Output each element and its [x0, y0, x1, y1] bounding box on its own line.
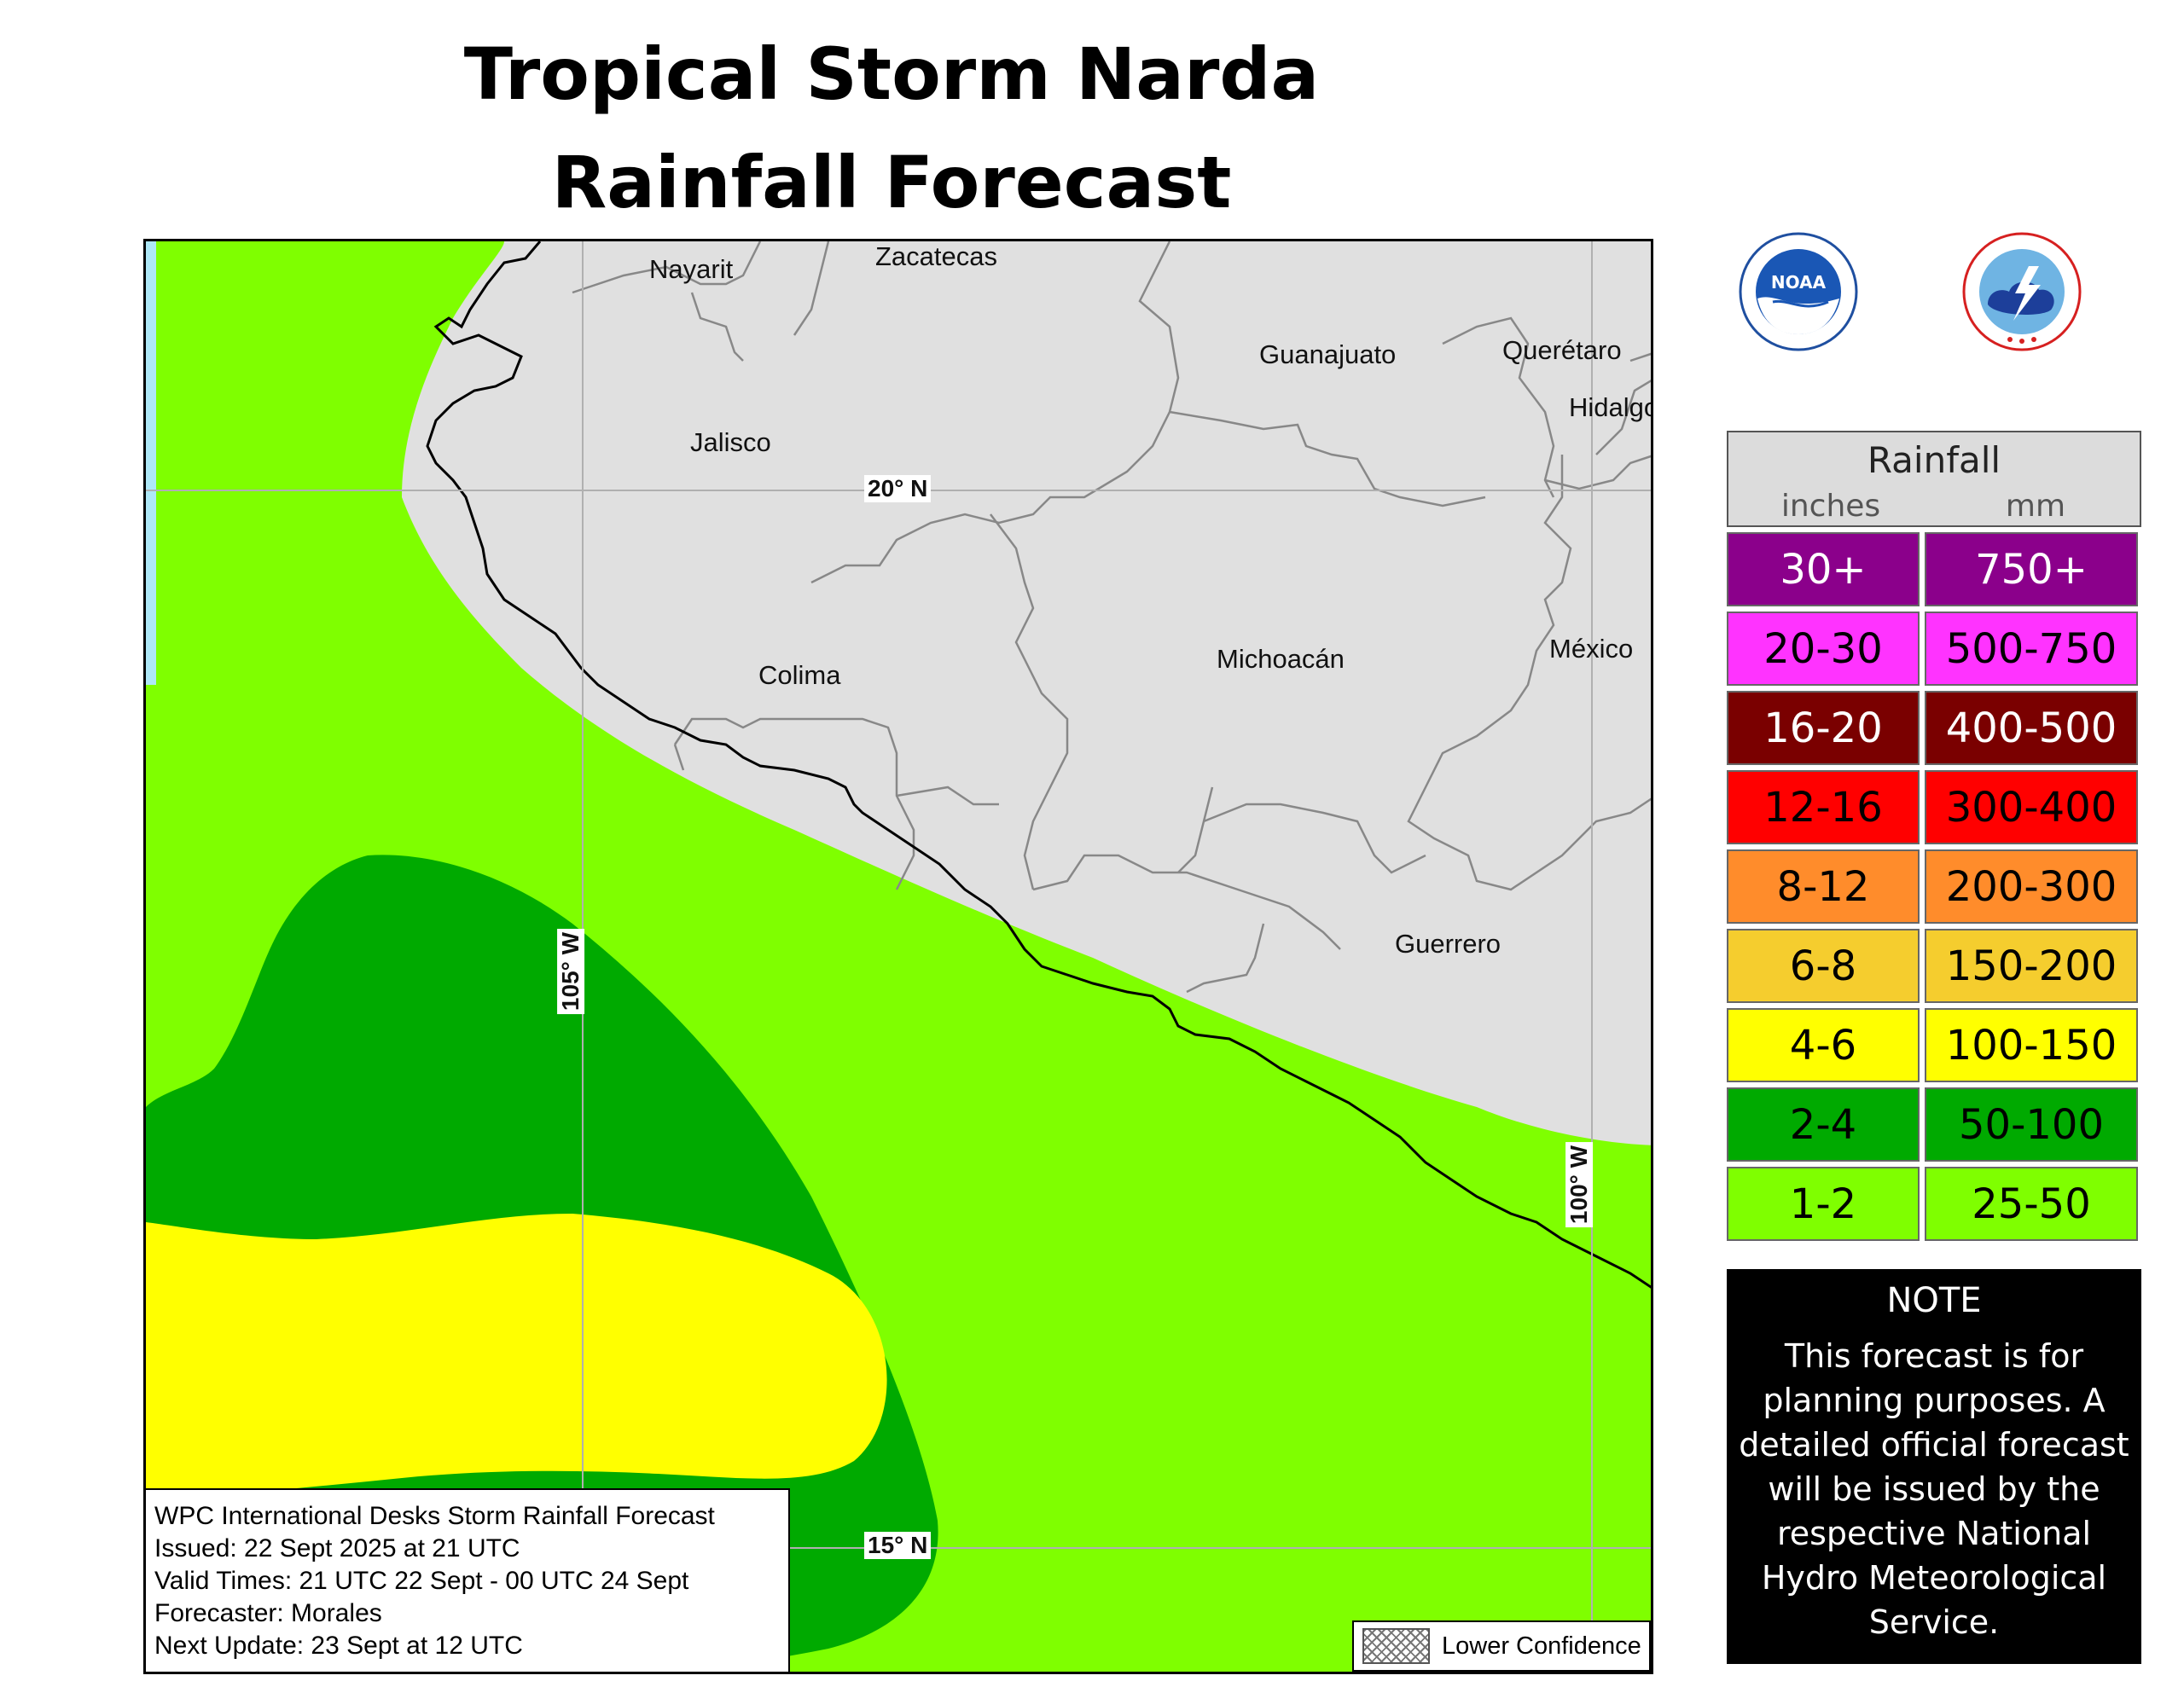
note-title: NOTE — [1886, 1281, 1982, 1320]
note-line: respective National — [1776, 1515, 2092, 1552]
legend-header: Rainfall inches mm — [1727, 431, 2141, 527]
hatch-pattern-icon — [1362, 1628, 1430, 1664]
legend-rows: 30+ 750+ 20-30 500-750 16-20 400-500 12-16 300-… — [1727, 532, 2141, 1241]
legend-row: 30+ 750+ — [1727, 532, 2141, 606]
info-line-next-update: Next Update: 23 Sept at 12 UTC — [154, 1632, 523, 1660]
legend-cell-inches: 12-16 — [1727, 770, 1920, 844]
coastline — [426, 241, 1651, 1289]
legend-cell-mm: 750+ — [1925, 532, 2138, 606]
noaa-logo-icon: NOAA — [1739, 232, 1858, 351]
state-label-queretaro: Querétaro — [1502, 335, 1622, 365]
lower-confidence-legend: Lower Confidence — [1352, 1620, 1651, 1672]
state-label-zacatecas: Zacatecas — [875, 241, 998, 271]
legend-cell-inches: 4-6 — [1727, 1008, 1920, 1082]
land-area — [402, 241, 1651, 1145]
legend-cell-mm: 50-100 — [1925, 1087, 2138, 1162]
legend-cell-inches: 1-2 — [1727, 1167, 1920, 1241]
latitude-label-15n: 15° N — [864, 1532, 932, 1559]
info-line-valid-times: Valid Times: 21 UTC 22 Sept - 00 UTC 24 … — [154, 1567, 689, 1595]
info-line-product: WPC International Desks Storm Rainfall F… — [154, 1502, 715, 1530]
legend-cell-mm: 200-300 — [1925, 849, 2138, 924]
longitude-label-100w: 100° W — [1565, 1141, 1594, 1228]
note-line: will be issued by the — [1768, 1470, 2100, 1508]
legend-cell-mm: 150-200 — [1925, 929, 2138, 1003]
legend-unit-inches: inches — [1780, 489, 1881, 524]
legend-cell-mm: 25-50 — [1925, 1167, 2138, 1241]
state-label-jalisco: Jalisco — [690, 427, 771, 457]
legend-cell-inches: 16-20 — [1727, 691, 1920, 765]
lower-confidence-label: Lower Confidence — [1442, 1632, 1641, 1660]
latitude-label-20n: 20° N — [864, 475, 932, 502]
state-label-guanajuato: Guanajuato — [1259, 339, 1397, 369]
legend-row: 1-2 25-50 — [1727, 1167, 2141, 1241]
legend-row: 2-4 50-100 — [1727, 1087, 2141, 1162]
rainfall-map[interactable]: Nayarit Zacatecas Guanajuato Querétaro H… — [143, 239, 1653, 1674]
note-line: Hydro Meteorological — [1761, 1559, 2107, 1597]
state-label-hidalgo: Hidalgo — [1569, 392, 1653, 422]
ocean-area — [146, 241, 156, 685]
state-borders — [572, 241, 1651, 994]
state-label-colima: Colima — [758, 660, 841, 690]
note-line: Service. — [1868, 1603, 2000, 1641]
legend-cell-inches: 6-8 — [1727, 929, 1920, 1003]
map-title-line2: Rainfall Forecast — [551, 141, 1232, 224]
legend-cell-mm: 100-150 — [1925, 1008, 2138, 1082]
map-title-line1: Tropical Storm Narda — [463, 32, 1320, 116]
legend-cell-mm: 500-750 — [1925, 612, 2138, 686]
legend-title: Rainfall — [1867, 439, 2001, 481]
state-label-guerrero: Guerrero — [1395, 929, 1502, 959]
legend-row: 6-8 150-200 — [1727, 929, 2141, 1003]
state-label-michoacan: Michoacán — [1217, 644, 1345, 674]
note-box: NOTE This forecast is for planning purpo… — [1727, 1269, 2141, 1664]
legend-cell-inches: 20-30 — [1727, 612, 1920, 686]
legend-row: 16-20 400-500 — [1727, 691, 2141, 765]
rainfall-legend: Rainfall inches mm 30+ 750+ 20-30 500-750 16… — [1727, 431, 2141, 1241]
legend-row: 12-16 300-400 — [1727, 770, 2141, 844]
longitude-label-105w: 105° W — [557, 928, 585, 1015]
legend-row: 8-12 200-300 — [1727, 849, 2141, 924]
rainfall-contour-4-6 — [146, 1214, 887, 1499]
legend-unit-mm: mm — [2005, 489, 2066, 524]
note-body: This forecast is for planning purposes. … — [1727, 1334, 2141, 1644]
info-line-forecaster: Forecaster: Morales — [154, 1599, 382, 1627]
legend-cell-inches: 8-12 — [1727, 849, 1920, 924]
noaa-logo-text: NOAA — [1771, 272, 1827, 293]
legend-cell-mm: 300-400 — [1925, 770, 2138, 844]
info-line-issued: Issued: 22 Sept 2025 at 21 UTC — [154, 1534, 520, 1562]
legend-cell-inches: 2-4 — [1727, 1087, 1920, 1162]
legend-row: 20-30 500-750 — [1727, 612, 2141, 686]
forecast-info-box: WPC International Desks Storm Rainfall F… — [146, 1488, 790, 1672]
nws-logo-icon — [1962, 232, 2082, 351]
state-label-mexico: México — [1549, 634, 1634, 664]
legend-row: 4-6 100-150 — [1727, 1008, 2141, 1082]
note-line: This forecast is for — [1784, 1337, 2084, 1375]
map-canvas — [146, 241, 1651, 1672]
legend-cell-inches: 30+ — [1727, 532, 1920, 606]
legend-cell-mm: 400-500 — [1925, 691, 2138, 765]
state-label-nayarit: Nayarit — [649, 254, 734, 284]
note-line: detailed official forecast — [1739, 1426, 2129, 1464]
note-line: planning purposes. A — [1763, 1382, 2106, 1419]
